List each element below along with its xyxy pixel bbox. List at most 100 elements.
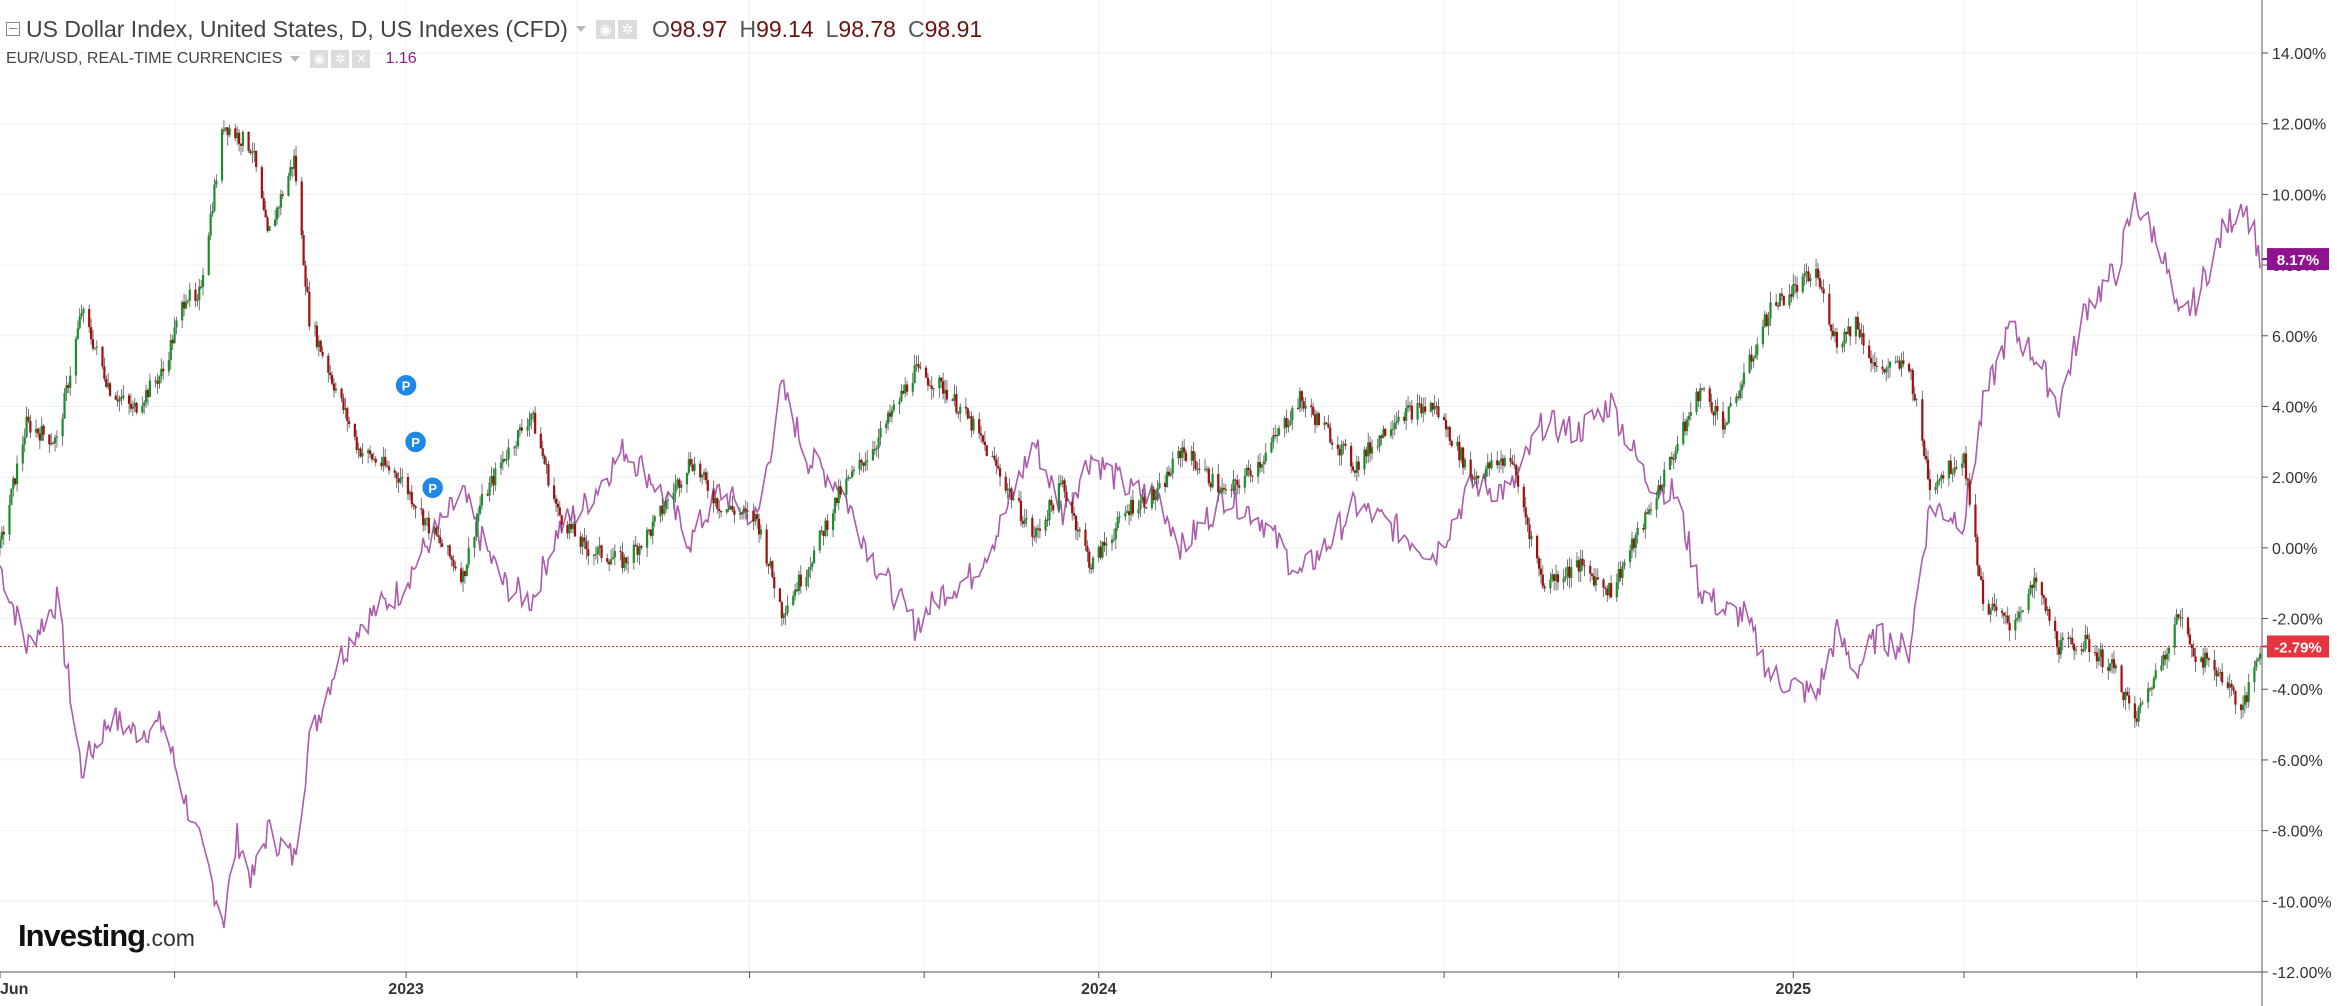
candle-body: [754, 514, 757, 522]
candle-body: [1974, 504, 1977, 537]
candle-body: [515, 446, 518, 448]
candle-body: [441, 543, 444, 547]
candle-body: [2071, 637, 2074, 645]
candle-body: [188, 289, 191, 301]
candle-body: [63, 393, 66, 419]
candle-body: [2253, 667, 2256, 683]
eye-icon[interactable]: ◉: [310, 50, 329, 68]
y-tick-label: 12.00%: [2272, 117, 2326, 134]
candle-body: [1610, 583, 1613, 598]
candle-body: [465, 564, 468, 576]
minus-box-icon[interactable]: [6, 22, 20, 36]
candle-body: [1940, 475, 1943, 480]
candle-body: [477, 513, 480, 522]
candle-body: [634, 544, 637, 547]
series-layer: [0, 120, 2262, 929]
candle-body: [1217, 473, 1220, 493]
candle-body: [209, 213, 212, 236]
candle-body: [302, 235, 305, 266]
candle-body: [1296, 407, 1300, 409]
candle-body: [454, 566, 457, 569]
candle-body: [640, 546, 643, 548]
candle-body: [1729, 403, 1732, 407]
candle-body: [1025, 517, 1028, 520]
candle-body: [1450, 440, 1453, 446]
candle-body: [1395, 421, 1398, 424]
y-tick-label: 6.00%: [2272, 329, 2317, 346]
candle-body: [1391, 429, 1394, 431]
candle-body: [1416, 403, 1419, 420]
candle-body: [2205, 652, 2209, 659]
candle-body: [143, 402, 146, 406]
event-marker[interactable]: P: [403, 430, 428, 454]
candle-body: [609, 559, 613, 565]
candle-body: [621, 552, 624, 568]
candle-body: [103, 366, 106, 379]
candle-body: [201, 275, 205, 287]
y-tick-label: 2.00%: [2272, 470, 2317, 487]
candle-body: [1405, 407, 1408, 421]
chevron-down-icon[interactable]: [290, 56, 301, 62]
candle-body: [911, 383, 914, 392]
candle-body: [1915, 399, 1918, 401]
candle-body: [80, 313, 83, 317]
candle-body: [638, 546, 641, 555]
candle-body: [1659, 485, 1662, 490]
candle-body: [666, 499, 670, 501]
candle-body: [361, 452, 364, 457]
candle-body: [93, 347, 96, 349]
candle-body: [8, 504, 11, 535]
candle-body: [1887, 367, 1890, 369]
candle-body: [1184, 452, 1188, 461]
gear-icon[interactable]: ✲: [331, 50, 350, 68]
candle-body: [2166, 653, 2169, 660]
eye-icon[interactable]: ◉: [595, 19, 615, 39]
candle-body: [1883, 369, 1886, 373]
event-marker[interactable]: P: [394, 373, 418, 398]
compare-title[interactable]: EUR/USD, REAL-TIME CURRENCIES: [6, 50, 283, 67]
candle-body: [2173, 624, 2176, 648]
ohlc-high-value: 99.14: [756, 15, 814, 42]
close-icon[interactable]: ✕: [352, 50, 371, 68]
candle-body: [2177, 614, 2180, 618]
candle-body: [1511, 461, 1514, 465]
candle-body: [2240, 704, 2243, 711]
candle-body: [2016, 617, 2019, 620]
candle-body: [294, 155, 298, 182]
candle-body: [1742, 372, 1746, 385]
candle-body: [88, 309, 91, 328]
candle-body: [293, 155, 296, 169]
candle-body: [1556, 574, 1560, 583]
candle-body: [2021, 610, 2024, 612]
candle-body: [970, 416, 973, 431]
candle-body: [1380, 435, 1383, 439]
candle-body: [334, 388, 337, 391]
candle-body: [158, 376, 161, 384]
symbol-title[interactable]: US Dollar Index, United States, D, US In…: [26, 15, 568, 42]
candle-body: [2059, 640, 2062, 655]
candle-body: [1181, 447, 1184, 458]
event-marker[interactable]: P: [420, 476, 445, 500]
candle-body: [1158, 482, 1161, 488]
candle-body: [135, 402, 138, 413]
candle-body: [1302, 401, 1305, 409]
candle-body: [228, 128, 231, 136]
candle-body: [1091, 557, 1095, 570]
candle-body: [1816, 268, 1820, 278]
candle-body: [1088, 551, 1091, 568]
candle-body: [467, 547, 470, 565]
candle-body: [503, 459, 506, 461]
candle-body: [558, 507, 561, 516]
gear-icon[interactable]: ✲: [617, 19, 637, 39]
candle-body: [1033, 536, 1036, 538]
candle-body: [1336, 444, 1339, 449]
candle-body: [1110, 539, 1114, 544]
chevron-down-icon[interactable]: [575, 26, 586, 32]
candle-body: [55, 436, 59, 438]
candle-body: [1885, 368, 1888, 373]
candle-body: [473, 537, 476, 548]
candle-body: [108, 383, 112, 396]
candle-body: [327, 355, 330, 373]
candle-body: [1431, 402, 1434, 410]
